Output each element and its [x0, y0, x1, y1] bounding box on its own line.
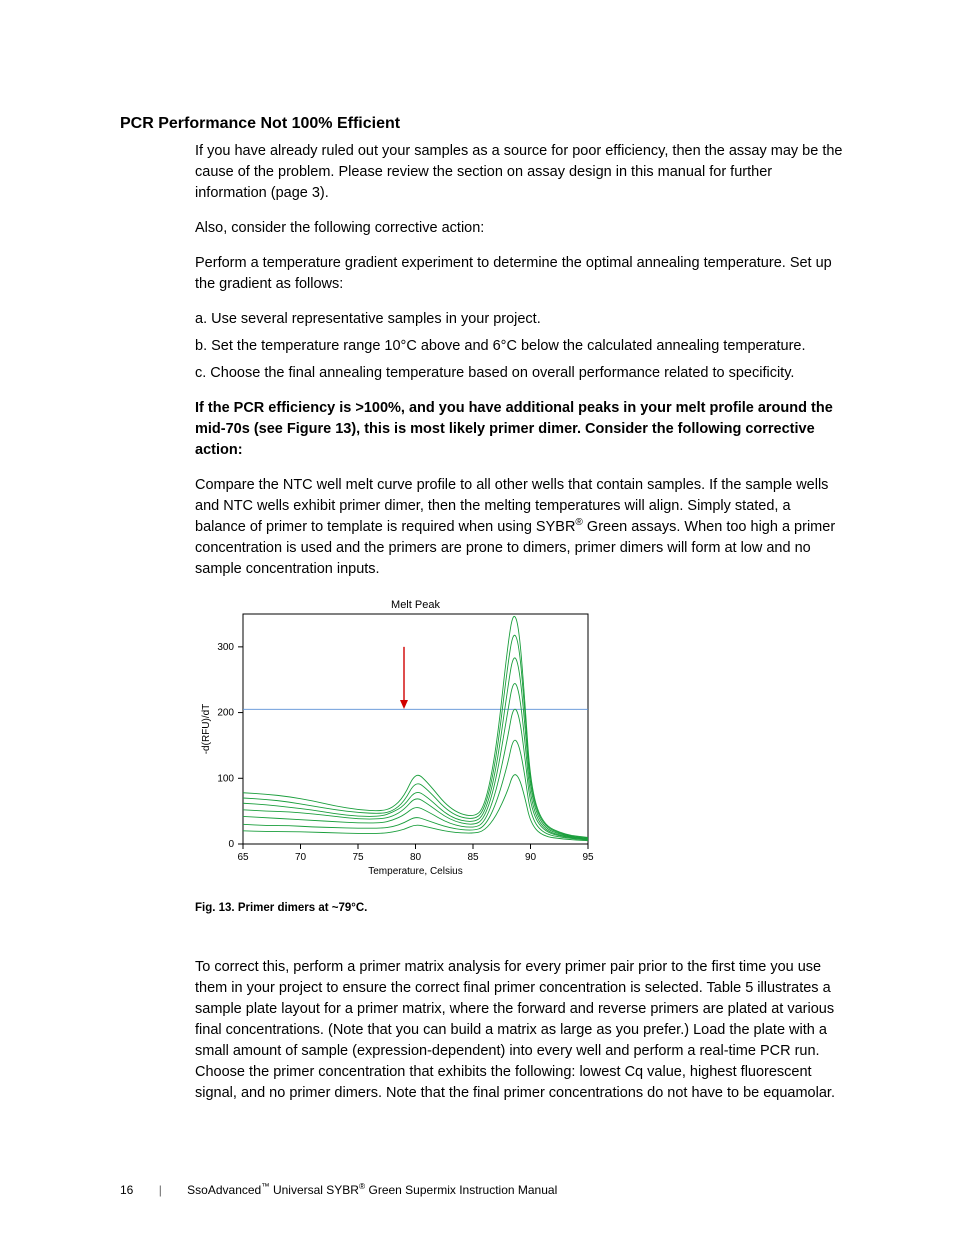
svg-text:85: 85 [467, 852, 479, 863]
paragraph: Compare the NTC well melt curve profile … [195, 475, 845, 580]
body-column: If you have already ruled out your sampl… [195, 141, 845, 1104]
svg-text:200: 200 [217, 708, 234, 719]
list-item: a. Use several representative samples in… [195, 309, 845, 330]
footer-separator: | [159, 1182, 162, 1199]
trademark: ™ [261, 1181, 269, 1191]
melt-peak-chart: Melt Peak 0 100 200 300 65 70 75 80 85 90 95 Tempera… [195, 594, 845, 884]
svg-text:75: 75 [352, 852, 364, 863]
paragraph: Perform a temperature gradient experimen… [195, 253, 845, 295]
svg-text:65: 65 [237, 852, 249, 863]
footer-text: SsoAdvanced™ Universal SYBR® Green Super… [187, 1183, 557, 1197]
page-number: 16 [120, 1183, 133, 1197]
section-heading: PCR Performance Not 100% Efficient [120, 112, 859, 135]
paragraph: If you have already ruled out your sampl… [195, 141, 845, 204]
registered-mark: ® [575, 518, 582, 529]
svg-text:Temperature, Celsius: Temperature, Celsius [368, 866, 462, 877]
page-footer: 16 | SsoAdvanced™ Universal SYBR® Green … [120, 1182, 557, 1199]
svg-text:-d(RFU)/dT: -d(RFU)/dT [201, 704, 212, 755]
svg-text:80: 80 [410, 852, 422, 863]
svg-text:70: 70 [295, 852, 307, 863]
text-run: SsoAdvanced [187, 1183, 261, 1197]
svg-text:300: 300 [217, 642, 234, 653]
svg-text:0: 0 [228, 839, 234, 850]
paragraph: To correct this, perform a primer matrix… [195, 957, 845, 1104]
svg-text:90: 90 [525, 852, 537, 863]
text-run: Universal SYBR [270, 1183, 359, 1197]
figure-caption: Fig. 13. Primer dimers at ~79°C. [195, 900, 845, 917]
list-item: b. Set the temperature range 10°C above … [195, 336, 845, 357]
svg-text:100: 100 [217, 774, 234, 785]
svg-text:Melt Peak: Melt Peak [391, 599, 440, 611]
svg-text:95: 95 [582, 852, 594, 863]
paragraph-bold: If the PCR efficiency is >100%, and you … [195, 398, 845, 461]
paragraph: Also, consider the following corrective … [195, 218, 845, 239]
text-run: Green Supermix Instruction Manual [365, 1183, 557, 1197]
list-item: c. Choose the final annealing temperatur… [195, 363, 845, 384]
